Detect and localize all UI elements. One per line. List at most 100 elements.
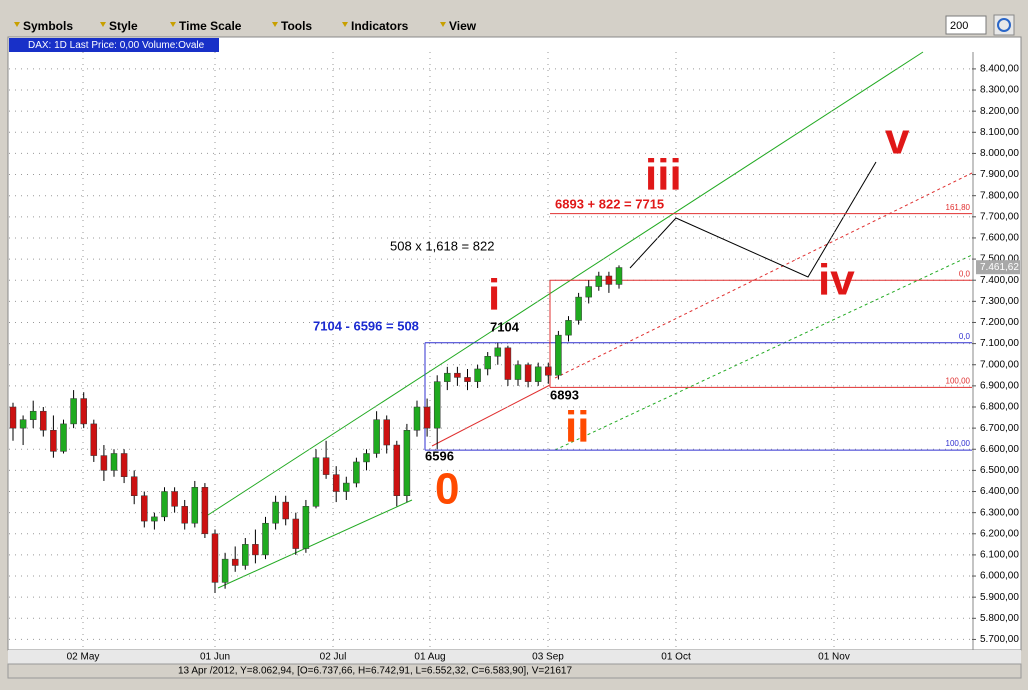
annotation: 6596 [425, 448, 454, 463]
y-tick-label: 5.900,00 [980, 592, 1019, 603]
candle-body [413, 406, 421, 431]
candle-body [110, 453, 118, 471]
candle-body [332, 474, 340, 492]
candle-body [524, 364, 532, 382]
x-tick-label: 02 Jul [320, 652, 347, 663]
channel-red [431, 384, 551, 447]
x-tick-label: 01 Aug [414, 652, 445, 663]
candle-body [555, 334, 562, 376]
y-tick-label: 6.700,00 [980, 423, 1019, 434]
menu-arrow [272, 22, 278, 27]
candle-body [322, 457, 330, 475]
last-price-tag [976, 260, 1020, 275]
candle-body [444, 372, 451, 382]
annotation: 7104 - 6596 = 508 [313, 318, 419, 333]
candle-body [90, 423, 98, 456]
candle-body [373, 419, 380, 454]
candle-body [282, 501, 289, 520]
menu-item[interactable]: Style [109, 19, 138, 33]
candle-body [393, 444, 401, 496]
date-axis [8, 650, 1021, 664]
y-tick-label: 6.200,00 [980, 528, 1019, 539]
y-tick-label: 8.200,00 [980, 106, 1019, 117]
channel-green-dash [554, 254, 973, 451]
wave-label: ii [565, 403, 589, 452]
candle-body [545, 366, 552, 376]
candle-body [231, 558, 239, 566]
y-tick-label: 7.900,00 [980, 169, 1019, 180]
annotation: 7104 [490, 319, 520, 334]
menu-item[interactable]: Symbols [23, 19, 73, 33]
x-tick-label: 01 Jun [200, 652, 230, 663]
candle-body [191, 487, 199, 524]
candle-body [242, 544, 249, 566]
candle-body [252, 544, 259, 556]
annotation: 6893 + 822 = 7715 [555, 196, 664, 211]
candle-body [433, 381, 441, 429]
y-tick-label: 7.400,00 [980, 275, 1019, 286]
y-tick-label: 7.000,00 [980, 359, 1019, 370]
candle-body [514, 364, 522, 380]
y-tick-label: 7.300,00 [980, 296, 1019, 307]
x-tick-label: 03 Sep [532, 652, 564, 663]
candle-body [363, 453, 370, 463]
y-tick-label: 5.800,00 [980, 613, 1019, 624]
candle-body [423, 406, 431, 429]
channel-lower [217, 499, 413, 589]
wave-label: 0 [435, 465, 459, 514]
candle-body [272, 501, 279, 524]
zoom-box[interactable] [945, 15, 987, 35]
annotation: 6893 [550, 387, 579, 402]
y-tick-label: 8.300,00 [980, 85, 1019, 96]
y-tick-label: 6.800,00 [980, 402, 1019, 413]
candle-body [302, 506, 310, 549]
channel-lines [207, 51, 973, 589]
candle-body [464, 377, 471, 382]
candle-body [585, 286, 592, 298]
x-tick-label: 01 Nov [818, 652, 850, 663]
y-tick-label: 7.700,00 [980, 211, 1019, 222]
menu-arrow [440, 22, 446, 27]
last-price-label: 7.461,62 [980, 262, 1019, 273]
candle-body [534, 366, 542, 382]
menu-item[interactable]: Tools [281, 19, 312, 33]
annotation: 508 x 1,618 = 822 [390, 238, 494, 253]
y-tick-label: 6.600,00 [980, 444, 1019, 455]
zoom-value[interactable]: 200 [950, 20, 968, 32]
wave-label: iii [645, 151, 682, 200]
fib-label: 100,00 [946, 376, 971, 385]
candle-body [403, 429, 411, 496]
wave-label: iv [818, 256, 855, 305]
channel-upper [207, 51, 924, 516]
candle-body [151, 516, 158, 522]
candle-body [70, 398, 77, 425]
y-tick-label: 7.800,00 [980, 190, 1019, 201]
candle-body [130, 476, 138, 496]
candle-body [605, 275, 613, 285]
candle-body [171, 491, 178, 507]
candle-body [292, 518, 300, 549]
chart-title-bar [9, 38, 219, 52]
chart-title: DAX: 1D Last Price: 0,00 Volume:Ovale [28, 40, 205, 51]
candle-body [211, 533, 219, 583]
refresh-button[interactable] [993, 14, 1015, 36]
candle-body [262, 522, 269, 556]
candle-body [9, 406, 17, 429]
fib-label: 161,80 [946, 203, 971, 212]
menu-item[interactable]: Time Scale [179, 19, 242, 33]
y-tick-label: 8.000,00 [980, 148, 1019, 159]
menu-arrow [100, 22, 106, 27]
menu-arrow [14, 22, 20, 27]
candle-body [343, 482, 350, 492]
candle-body [100, 455, 108, 471]
fib-label: 0,0 [959, 332, 971, 341]
candle-body [353, 461, 360, 484]
candle-body [221, 558, 229, 583]
candle-body [575, 296, 582, 321]
menu-item[interactable]: Indicators [351, 19, 409, 33]
candle-body [161, 491, 168, 518]
menu-item[interactable]: View [449, 19, 477, 33]
candle-body [484, 356, 491, 370]
wave-label: i [488, 271, 500, 320]
y-tick-label: 5.700,00 [980, 634, 1019, 645]
